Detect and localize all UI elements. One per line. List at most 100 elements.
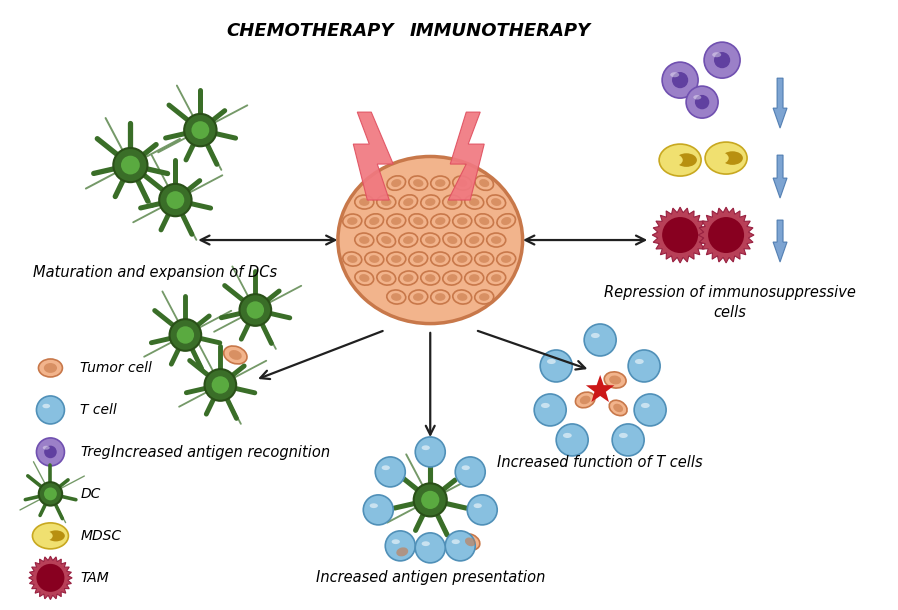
- Ellipse shape: [712, 52, 721, 57]
- Ellipse shape: [39, 359, 63, 377]
- Ellipse shape: [365, 214, 383, 228]
- Ellipse shape: [377, 233, 395, 247]
- Ellipse shape: [409, 252, 427, 266]
- Circle shape: [184, 114, 216, 146]
- Ellipse shape: [613, 404, 623, 412]
- Circle shape: [37, 396, 65, 424]
- Text: Maturation and expansion of DCs: Maturation and expansion of DCs: [33, 265, 277, 280]
- Circle shape: [191, 121, 209, 139]
- Circle shape: [421, 491, 439, 509]
- Ellipse shape: [435, 179, 445, 187]
- Circle shape: [166, 191, 184, 209]
- Ellipse shape: [475, 214, 494, 228]
- Circle shape: [714, 52, 730, 68]
- Circle shape: [467, 495, 497, 525]
- Ellipse shape: [580, 396, 591, 404]
- Ellipse shape: [457, 293, 468, 301]
- Ellipse shape: [457, 179, 468, 187]
- Ellipse shape: [457, 255, 468, 263]
- Circle shape: [556, 424, 588, 456]
- Ellipse shape: [501, 255, 512, 263]
- Ellipse shape: [665, 154, 682, 166]
- Text: Increased function of T cells: Increased function of T cells: [497, 455, 703, 470]
- Ellipse shape: [229, 350, 242, 360]
- Ellipse shape: [355, 271, 374, 285]
- Text: Increased antigen recognition: Increased antigen recognition: [110, 445, 330, 460]
- Ellipse shape: [447, 236, 457, 244]
- Ellipse shape: [469, 198, 480, 206]
- Circle shape: [37, 438, 65, 466]
- Ellipse shape: [431, 176, 450, 190]
- Text: DC: DC: [81, 487, 101, 501]
- Ellipse shape: [447, 198, 457, 206]
- Ellipse shape: [392, 539, 400, 544]
- Text: CHEMOTHERAPY: CHEMOTHERAPY: [226, 22, 394, 40]
- Ellipse shape: [409, 176, 427, 190]
- Ellipse shape: [381, 198, 392, 206]
- Ellipse shape: [387, 252, 406, 266]
- Ellipse shape: [42, 404, 50, 408]
- Text: TAM: TAM: [81, 571, 110, 585]
- Ellipse shape: [641, 403, 650, 408]
- Ellipse shape: [382, 465, 390, 470]
- Ellipse shape: [453, 252, 471, 266]
- Circle shape: [414, 483, 447, 517]
- Circle shape: [686, 86, 718, 118]
- Ellipse shape: [413, 217, 423, 225]
- Ellipse shape: [469, 236, 480, 244]
- Ellipse shape: [365, 252, 383, 266]
- Circle shape: [709, 217, 744, 253]
- Ellipse shape: [635, 359, 644, 364]
- Polygon shape: [29, 556, 72, 600]
- Ellipse shape: [403, 198, 413, 206]
- Ellipse shape: [425, 274, 436, 282]
- Ellipse shape: [381, 236, 392, 244]
- Ellipse shape: [348, 255, 357, 263]
- Ellipse shape: [462, 465, 470, 470]
- Ellipse shape: [443, 233, 462, 247]
- Circle shape: [212, 376, 229, 393]
- Circle shape: [455, 457, 485, 487]
- Circle shape: [634, 394, 666, 426]
- Circle shape: [113, 148, 147, 182]
- Text: IMMUNOTHERAPY: IMMUNOTHERAPY: [409, 22, 591, 40]
- Ellipse shape: [491, 198, 501, 206]
- Text: Tumor cell: Tumor cell: [81, 361, 153, 375]
- Circle shape: [628, 350, 660, 382]
- Ellipse shape: [422, 541, 430, 546]
- Ellipse shape: [491, 274, 501, 282]
- Ellipse shape: [377, 195, 396, 209]
- Circle shape: [121, 156, 140, 174]
- Circle shape: [534, 394, 566, 426]
- Ellipse shape: [465, 195, 484, 209]
- Ellipse shape: [619, 433, 628, 438]
- Ellipse shape: [355, 195, 374, 209]
- Ellipse shape: [576, 392, 594, 407]
- Ellipse shape: [473, 503, 482, 508]
- Ellipse shape: [391, 293, 401, 301]
- Ellipse shape: [435, 293, 445, 301]
- Ellipse shape: [338, 157, 523, 323]
- Circle shape: [170, 319, 201, 351]
- Text: Increased antigen presentation: Increased antigen presentation: [315, 570, 545, 585]
- Ellipse shape: [501, 217, 511, 225]
- FancyArrow shape: [773, 220, 787, 262]
- Ellipse shape: [413, 293, 424, 301]
- Circle shape: [585, 324, 616, 356]
- Ellipse shape: [480, 217, 489, 225]
- Ellipse shape: [370, 503, 378, 508]
- Ellipse shape: [487, 233, 506, 247]
- Polygon shape: [353, 112, 393, 200]
- Circle shape: [39, 483, 62, 506]
- Ellipse shape: [475, 252, 494, 266]
- Ellipse shape: [659, 144, 701, 176]
- Ellipse shape: [392, 544, 413, 560]
- Ellipse shape: [609, 400, 627, 415]
- Circle shape: [662, 217, 698, 253]
- Ellipse shape: [392, 179, 401, 187]
- Ellipse shape: [44, 363, 57, 373]
- Ellipse shape: [425, 236, 436, 244]
- Ellipse shape: [431, 290, 450, 304]
- Ellipse shape: [359, 198, 369, 206]
- Ellipse shape: [563, 433, 572, 438]
